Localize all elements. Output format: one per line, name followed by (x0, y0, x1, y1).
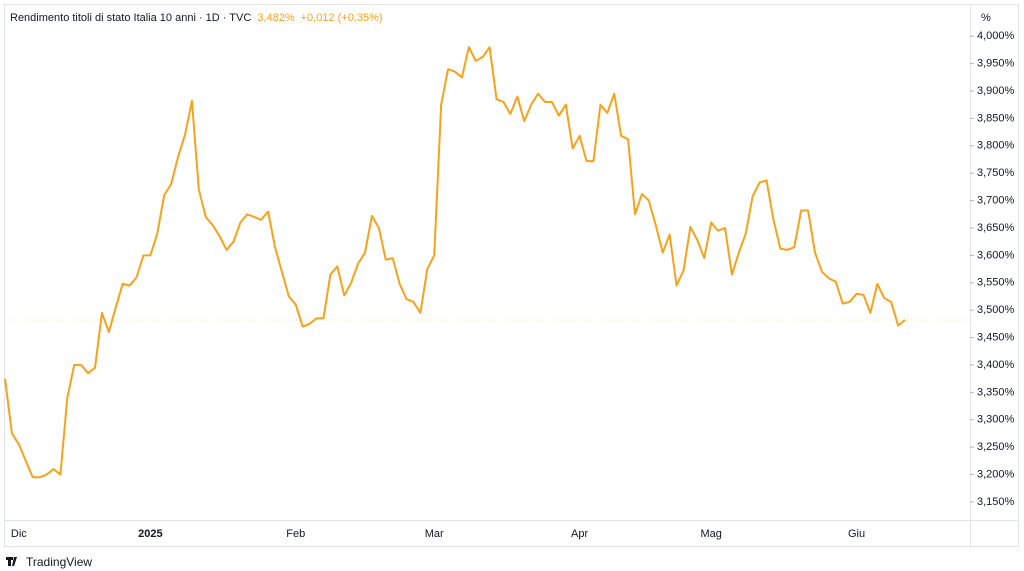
y-tick-label: 3,750% (977, 167, 1015, 179)
y-tick-label: 3,600% (977, 249, 1015, 261)
axis-unit: % (981, 12, 991, 24)
y-tick-label: 3,550% (977, 277, 1015, 289)
brand: TradingView (26, 555, 92, 569)
x-tick-label: Dic (11, 528, 27, 540)
y-tick-label: 3,800% (977, 140, 1015, 152)
y-tick-label: 3,300% (977, 414, 1015, 426)
logo (6, 557, 17, 566)
y-tick-label: 3,500% (977, 304, 1015, 316)
x-tick-label: 2025 (138, 528, 162, 540)
symbol-title: Rendimento titoli di stato Italia 10 ann… (10, 12, 251, 24)
x-tick-label: Feb (286, 528, 305, 540)
frame (4, 4, 1019, 547)
x-tick-label: Giu (848, 528, 865, 540)
y-tick-label: 3,200% (977, 468, 1015, 480)
x-tick-label: Apr (571, 528, 588, 540)
x-tick-label: Mag (700, 528, 721, 540)
y-tick-label: 3,450% (977, 331, 1015, 343)
y-tick-label: 3,400% (977, 359, 1015, 371)
change-value: +0,012 (+0,35%) (301, 12, 383, 24)
last-value: 3,482% (257, 12, 295, 24)
y-tick-label: 4,000% (977, 30, 1015, 42)
y-tick-label: 3,950% (977, 58, 1015, 70)
y-tick-label: 3,350% (977, 386, 1015, 398)
y-tick-label: 3,850% (977, 112, 1015, 124)
y-tick-label: 3,650% (977, 222, 1015, 234)
logo-icon (6, 557, 17, 566)
y-tick-label: 3,700% (977, 194, 1015, 206)
y-tick-label: 3,250% (977, 441, 1015, 453)
y-tick-label: 3,900% (977, 85, 1015, 97)
x-tick-label: Mar (425, 528, 444, 540)
price-line (4, 46, 906, 479)
y-tick-label: 3,150% (977, 496, 1015, 508)
